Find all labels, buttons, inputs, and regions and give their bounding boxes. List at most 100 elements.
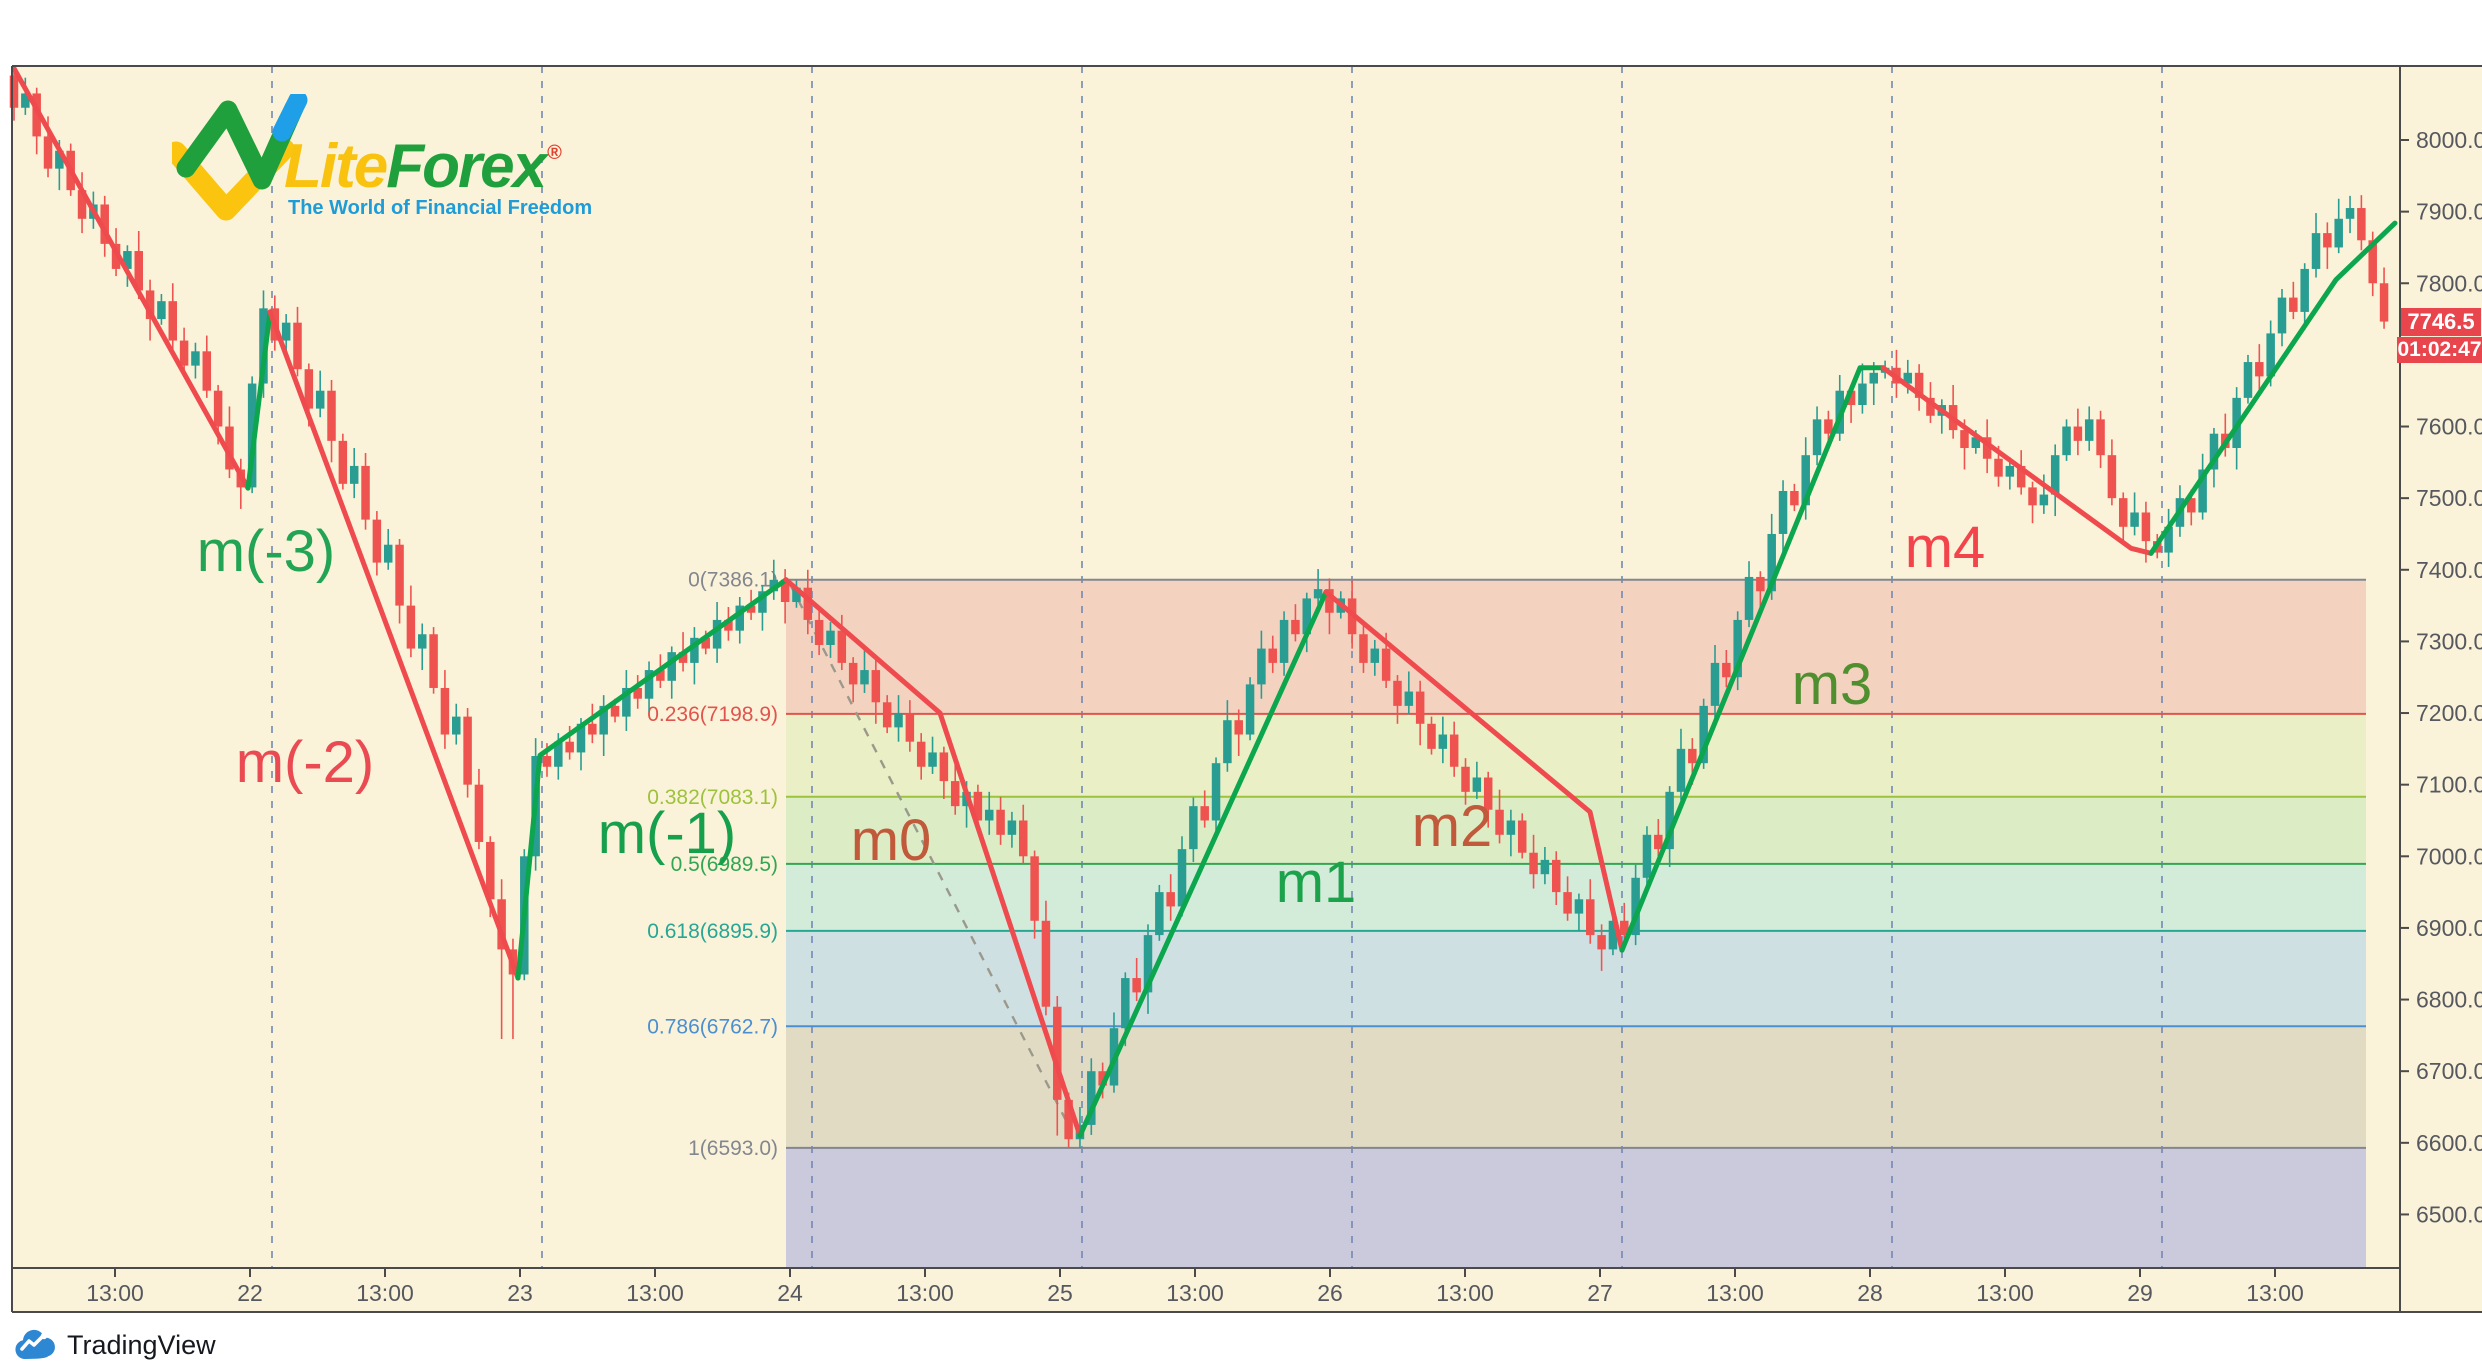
zigzag-red-segment [267, 309, 521, 981]
candle-body [1257, 648, 1266, 685]
candle-body [1030, 856, 1039, 921]
candle-body [1744, 576, 1754, 620]
zigzag-green-segment [2148, 220, 2398, 556]
candle-body [1790, 490, 1799, 506]
time-tick-label: 13:00 [896, 1280, 954, 1306]
candle-body [225, 426, 234, 470]
candle-body [599, 705, 608, 735]
candle-body [1971, 437, 1981, 449]
wave-label-m(-2): m(-2) [236, 730, 375, 795]
candle-body [2141, 512, 2151, 542]
fib-band-0 [786, 579, 2366, 714]
candle-body [848, 662, 858, 685]
zigzag-green-segment [515, 577, 789, 981]
price-tick-label: 7200.0 [2416, 700, 2482, 726]
candle-body [168, 301, 178, 341]
time-tick-label: 13:00 [1436, 1280, 1494, 1306]
time-tick-label: 25 [1047, 1280, 1073, 1306]
candle-body [191, 351, 200, 366]
price-tick-label: 7800.0 [2416, 270, 2482, 296]
candle-body [486, 841, 495, 900]
time-tick-label: 23 [507, 1280, 533, 1306]
projection-dashed-line [788, 583, 1074, 1133]
candle-body [157, 301, 166, 320]
candle-body [814, 619, 824, 645]
candle-body [327, 390, 336, 441]
candle-body [1597, 935, 1606, 950]
candle-body [724, 619, 733, 631]
candle-body [1279, 619, 1289, 663]
candle-body [281, 322, 291, 341]
tradingview-watermark[interactable]: TradingView [12, 1328, 216, 1362]
candle-body [145, 290, 155, 320]
wave-label-m2: m2 [1412, 794, 1493, 859]
candle-body [735, 605, 745, 631]
price-axis[interactable]: 8000.0 7900.0 7800.0 7600.0 7500.0 7400.0 7300… [2400, 127, 2482, 1227]
candle-body [2198, 469, 2207, 513]
candle-body [1495, 809, 1504, 835]
candle-body [1778, 490, 1788, 534]
price-tick-label: 6600.0 [2416, 1130, 2482, 1156]
candle-body [2255, 362, 2264, 377]
candle-body [1994, 458, 2003, 477]
candle-body [440, 687, 450, 735]
candle-body [1223, 720, 1232, 764]
candle-body [1733, 619, 1742, 678]
tradingview-cloud-icon [15, 1329, 55, 1360]
candle-body [1688, 748, 1697, 764]
chart-frame [11, 65, 2482, 1313]
candle-body [882, 702, 892, 728]
candle-body [406, 605, 416, 649]
candle-body [1642, 834, 1652, 878]
candle-body [1812, 419, 1822, 456]
wave-label-m(-3): m(-3) [197, 519, 336, 584]
time-tick-label: 13:00 [1166, 1280, 1224, 1306]
candle-body [1393, 680, 1402, 706]
candle-body [1313, 589, 1323, 599]
fib-label-0.786: 0.786(6762.7) [647, 1015, 778, 1038]
fib-bands [786, 579, 2366, 1268]
price-tick-label: 7400.0 [2416, 557, 2482, 583]
candle-body [123, 251, 132, 269]
candle-body [678, 652, 688, 663]
fib-label-0: 0(7386.1) [688, 569, 778, 592]
candle-body [497, 899, 506, 950]
candle-body [2289, 297, 2298, 312]
candle-body [1291, 619, 1300, 635]
candle-body [803, 587, 813, 620]
candle-body [1041, 920, 1051, 1007]
candle-body [2073, 426, 2083, 441]
candle-body [1143, 935, 1153, 993]
candle-body [837, 630, 847, 663]
time-axis[interactable]: 13:00 22 13:00 23 13:00 24 13:00 25 13:00 26 13:00… [86, 1268, 2304, 1306]
price-tick-label: 7000.0 [2416, 843, 2482, 869]
candle-body [667, 652, 676, 681]
zigzag-red-segment [1880, 365, 2154, 556]
price-tick-label: 7600.0 [2416, 414, 2482, 440]
candle-body [860, 670, 869, 685]
candle-body [1302, 598, 1312, 635]
candle-body [1767, 533, 1776, 592]
candle-body [576, 723, 586, 753]
candle-body [2368, 240, 2377, 284]
wave-label-m0: m0 [851, 808, 932, 873]
candle-body [179, 340, 189, 366]
time-tick-label: 24 [777, 1280, 803, 1306]
candle-body [690, 637, 699, 663]
candle-body [1756, 576, 1765, 592]
candle-body [1177, 849, 1187, 907]
candle-body [1563, 892, 1572, 914]
candle-body [950, 781, 960, 807]
candle-body [1472, 777, 1482, 792]
candle-body [338, 440, 348, 484]
candle-body [1914, 372, 1924, 398]
zigzag-red-segment [1323, 589, 1625, 953]
candle-body [9, 75, 19, 108]
fib-band-1 [786, 1147, 2366, 1268]
time-tick-label: 13:00 [86, 1280, 144, 1306]
price-tick-label: 6800.0 [2416, 987, 2482, 1013]
candle-body [202, 351, 212, 391]
wave-label-m1: m1 [1276, 850, 1357, 915]
candle-body [474, 784, 484, 842]
